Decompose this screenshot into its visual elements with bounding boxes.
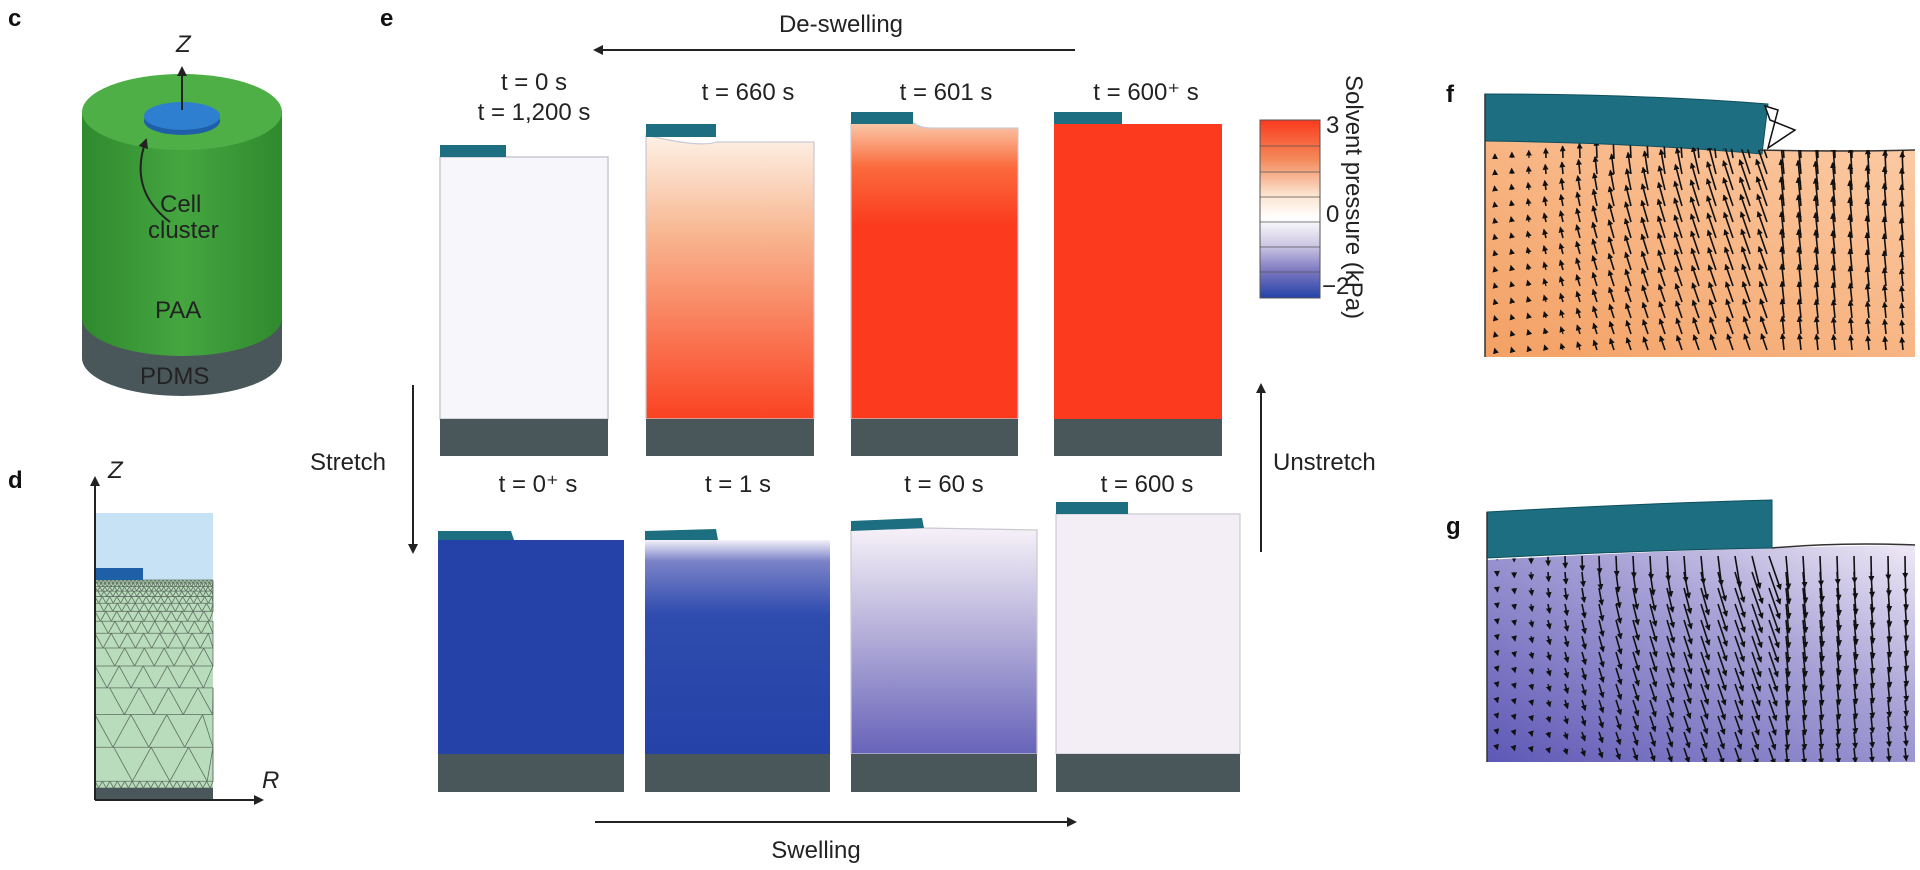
- time-label-bottom-3: t = 60 s: [904, 471, 983, 498]
- block-top-4: t = 600⁺ s: [1054, 79, 1222, 456]
- colorbar-tick-neg2: −2: [1322, 273, 1349, 300]
- cell-label-line1: Cell: [160, 191, 201, 218]
- panel-letter-g: g: [1446, 513, 1461, 540]
- colorbar-tick-0: 0: [1326, 201, 1339, 228]
- mesh-axis-r: R: [262, 767, 279, 794]
- panel-letter-c: c: [8, 5, 21, 32]
- cylinder-diagram: Z Cell cluster PAA PDMS: [82, 31, 282, 396]
- cell-label-line2: cluster: [148, 217, 219, 244]
- top-row-blocks: t = 0 s t = 1,200 s t = 660 s t = 601 s …: [439, 69, 1222, 456]
- block-bottom-2: t = 1 s: [645, 471, 830, 792]
- axis-label-z: Z: [175, 31, 192, 58]
- unstretch-label: Unstretch: [1273, 449, 1376, 476]
- time-label-top-1a: t = 0 s: [501, 69, 567, 96]
- time-label-top-4: t = 600⁺ s: [1093, 79, 1198, 106]
- time-label-top-3: t = 601 s: [900, 79, 993, 106]
- block-bottom-1: t = 0⁺ s: [438, 471, 624, 792]
- block-top-1: t = 0 s t = 1,200 s: [439, 69, 609, 456]
- stretch-label: Stretch: [310, 449, 386, 476]
- colorbar-tick-3: 3: [1326, 112, 1339, 139]
- panel-letter-d: d: [8, 467, 23, 494]
- time-label-bottom-4: t = 600 s: [1101, 471, 1194, 498]
- vector-field-g: [1486, 499, 1916, 762]
- time-label-top-2: t = 660 s: [702, 79, 795, 106]
- layer-label-paa: PAA: [155, 297, 201, 324]
- block-top-3: t = 601 s: [850, 79, 1019, 456]
- mesh-cell-cluster: [95, 568, 143, 580]
- block-bottom-4: t = 600 s: [1055, 471, 1241, 792]
- cell-pointer-arrow: [138, 138, 171, 223]
- time-label-top-1b: t = 1,200 s: [478, 99, 591, 126]
- time-label-bottom-2: t = 1 s: [705, 471, 771, 498]
- panel-letter-f: f: [1446, 81, 1455, 108]
- panel-letter-e: e: [380, 5, 393, 32]
- block-bottom-3: t = 60 s: [850, 471, 1038, 792]
- swelling-label: Swelling: [771, 837, 860, 864]
- deswelling-label: De-swelling: [779, 11, 903, 38]
- colorbar: 3 0 −2 Solvent pressure (kPa): [1259, 75, 1367, 319]
- bottom-row-blocks: t = 0⁺ s t = 1 s t = 60 s t = 600 s: [438, 471, 1241, 792]
- mesh-axis-z: Z: [107, 457, 124, 484]
- colorbar-title: Solvent pressure (kPa): [1340, 75, 1367, 319]
- block-top-2: t = 660 s: [645, 79, 815, 456]
- vector-field-f: [1484, 93, 1916, 357]
- time-label-bottom-1: t = 0⁺ s: [499, 471, 578, 498]
- mesh-diagram: Z R: [90, 457, 279, 805]
- layer-label-pdms: PDMS: [140, 363, 209, 390]
